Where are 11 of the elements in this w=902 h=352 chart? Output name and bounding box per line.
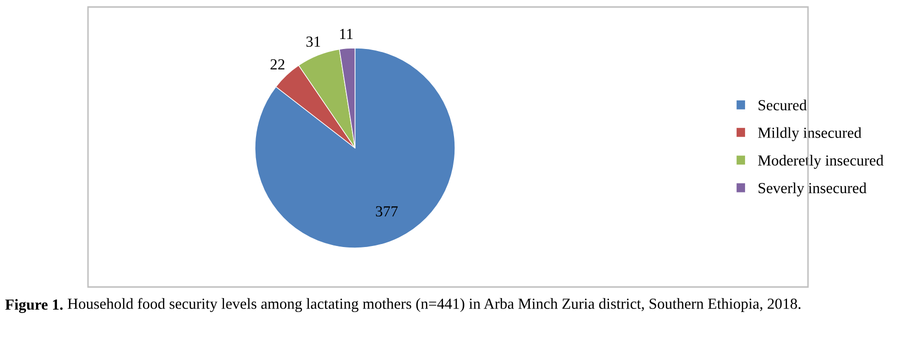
pie-slice bbox=[254, 48, 456, 248]
data-label: 22 bbox=[270, 59, 284, 70]
data-label: 31 bbox=[306, 36, 320, 47]
legend-label: Mildly insecured bbox=[758, 127, 862, 142]
legend-label: Moderetly insecured bbox=[758, 154, 884, 169]
caption: Figure 1. bbox=[5, 299, 63, 313]
legend-label: Secured bbox=[758, 100, 807, 110]
text: Household food security levels among lactating mothers (n=441) in Arba Minch Zuria district, Southern Ethiopia, 2018. bbox=[68, 298, 800, 312]
data-label: 377 bbox=[376, 206, 398, 216]
data-label: 11 bbox=[340, 28, 353, 40]
legend-label: Severly insecured bbox=[758, 182, 866, 196]
